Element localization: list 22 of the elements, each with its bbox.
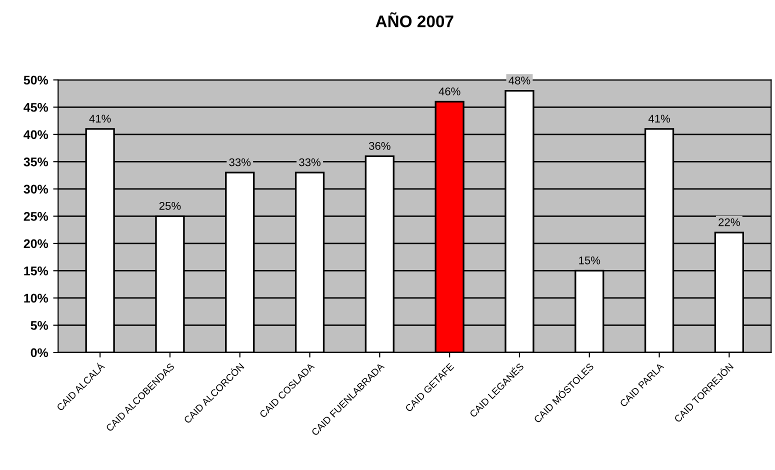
data-label: 15% (579, 256, 600, 264)
y-tick-label: 45% (24, 102, 48, 112)
y-tick-label: 15% (24, 266, 48, 276)
data-label: 33% (299, 158, 320, 166)
y-tick-label: 35% (24, 157, 48, 166)
chart-title: AÑO 2007 (376, 12, 454, 28)
data-label: 41% (89, 114, 111, 123)
y-tick-label: 5% (30, 321, 48, 330)
data-label: 41% (648, 114, 670, 123)
y-tick-label: 10% (24, 294, 48, 303)
y-tick-label: 25% (24, 212, 48, 221)
data-label: 22% (718, 218, 740, 226)
data-label: 25% (159, 202, 181, 210)
data-label: 48% (508, 76, 530, 84)
y-tick-label: 50% (24, 76, 48, 85)
y-tick-label: 40% (24, 130, 48, 140)
data-label: 46% (438, 87, 460, 96)
y-tick-label: 0% (30, 348, 48, 358)
data-label: 33% (229, 158, 251, 166)
y-tick-label: 30% (24, 184, 48, 194)
y-tick-label: 20% (24, 239, 48, 248)
data-label: 36% (368, 142, 390, 150)
